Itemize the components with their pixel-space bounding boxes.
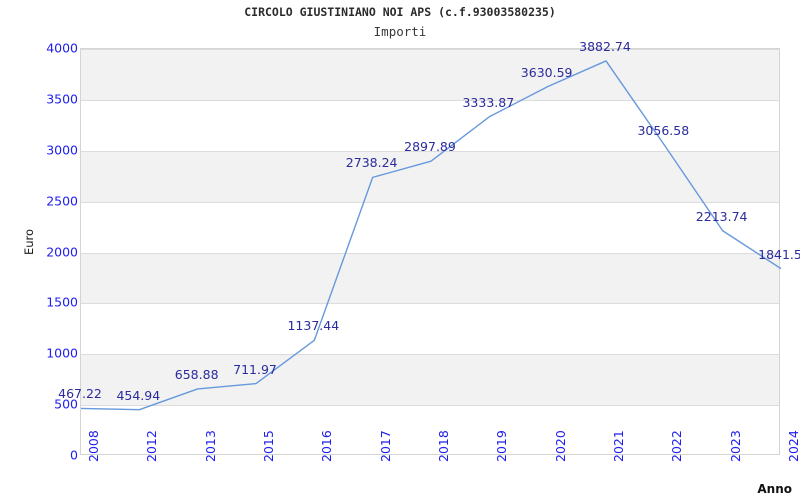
y-axis-tick-label: 4000 xyxy=(46,40,78,56)
y-axis-tick-label: 3500 xyxy=(46,91,78,107)
plot-band xyxy=(81,49,779,100)
data-point-label: 2213.74 xyxy=(695,208,748,224)
data-point-label: 1137.44 xyxy=(287,318,340,334)
data-point-label: 2897.89 xyxy=(404,139,456,155)
gridline xyxy=(81,201,779,203)
data-point-label: 711.97 xyxy=(233,361,277,377)
gridline xyxy=(81,405,779,407)
y-axis-tick-label: 0 xyxy=(70,447,78,463)
gridline xyxy=(81,99,779,101)
y-axis-tick-label: 1000 xyxy=(46,345,78,361)
gridline xyxy=(81,49,779,50)
data-point-label: 1841.5 xyxy=(758,246,800,262)
gridline xyxy=(81,354,779,356)
series-polyline xyxy=(80,60,782,411)
chart-title: CIRCOLO GIUSTINIANO NOI APS (c.f.9300358… xyxy=(244,5,556,19)
y-axis-tick-label: 2000 xyxy=(46,244,78,259)
chart-subtitle: Importi xyxy=(373,24,427,39)
data-point-label: 454.94 xyxy=(116,387,161,403)
data-point-label: 3882.74 xyxy=(579,38,631,54)
gridline xyxy=(81,150,779,152)
y-axis-tick-label: 500 xyxy=(54,396,78,412)
x-axis-tick-label: 2024 xyxy=(786,430,800,462)
y-axis-tick-label: 3000 xyxy=(46,142,78,158)
data-point-label: 2738.24 xyxy=(345,155,398,171)
data-point-label: 658.88 xyxy=(174,366,219,382)
gridline xyxy=(81,303,779,305)
plot-band xyxy=(81,354,779,406)
data-point-label: 467.22 xyxy=(58,386,102,402)
data-point-label: 3630.59 xyxy=(520,64,573,80)
y-axis-tick-label: 1500 xyxy=(46,294,78,310)
data-point-label: 3333.87 xyxy=(462,94,515,110)
series-line xyxy=(80,60,782,411)
x-axis-label: Anno xyxy=(757,482,792,496)
data-point-label: 3056.58 xyxy=(637,122,690,138)
y-axis-tick-label: 2500 xyxy=(46,193,78,209)
plot-band xyxy=(81,252,779,304)
plot-area xyxy=(80,48,782,455)
gridline xyxy=(81,252,779,254)
plot-band xyxy=(81,150,779,202)
